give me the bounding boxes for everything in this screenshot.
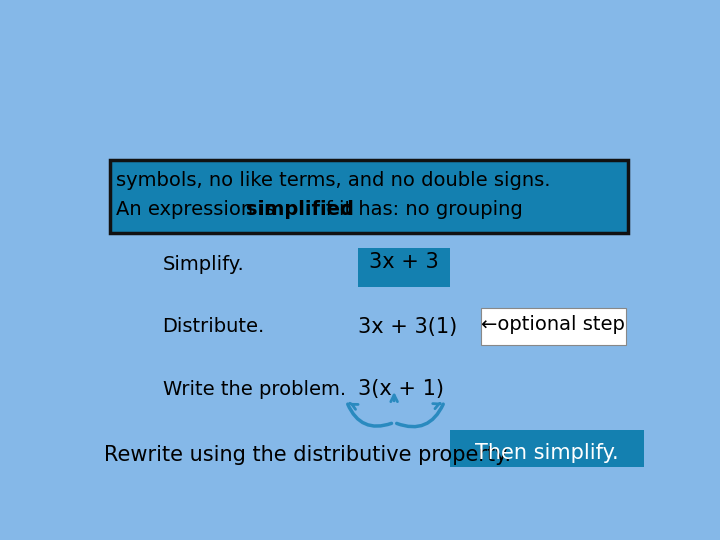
Text: 3(x + 1): 3(x + 1)	[358, 379, 444, 399]
Text: 3x + 3(1): 3x + 3(1)	[358, 317, 457, 337]
Text: Distribute.: Distribute.	[163, 318, 265, 336]
Text: Then simplify.: Then simplify.	[475, 443, 618, 463]
Text: ←optional step: ←optional step	[481, 315, 625, 334]
Text: Write the problem.: Write the problem.	[163, 380, 346, 399]
FancyBboxPatch shape	[481, 308, 626, 346]
FancyBboxPatch shape	[109, 160, 629, 233]
Text: simplified: simplified	[246, 200, 354, 219]
Text: 3x + 3: 3x + 3	[369, 252, 438, 272]
Text: symbols, no like terms, and no double signs.: symbols, no like terms, and no double si…	[116, 171, 551, 190]
FancyBboxPatch shape	[450, 430, 644, 467]
Text: An expression is: An expression is	[116, 200, 282, 219]
Text: Simplify.: Simplify.	[163, 255, 244, 274]
Text: if it has: no grouping: if it has: no grouping	[314, 200, 523, 219]
Text: Rewrite using the distributive property.: Rewrite using the distributive property.	[104, 445, 511, 465]
FancyBboxPatch shape	[358, 248, 450, 287]
